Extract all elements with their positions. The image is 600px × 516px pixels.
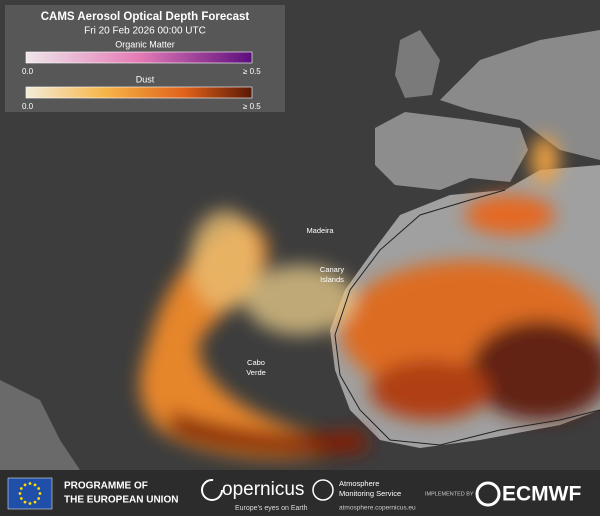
eu-star bbox=[33, 483, 37, 487]
title: CAMS Aerosol Optical Depth Forecast bbox=[41, 11, 250, 23]
colorbar-max: ≥ 0.5 bbox=[243, 102, 261, 111]
cams-url: atmosphere.copernicus.eu bbox=[339, 505, 416, 512]
britain bbox=[395, 30, 440, 98]
map: CAMS Aerosol Optical Depth Forecast Fri … bbox=[0, 0, 600, 470]
eu-star bbox=[28, 502, 32, 505]
eu-star bbox=[28, 482, 32, 485]
eu-star bbox=[38, 492, 42, 495]
eu-text: PROGRAMME OF bbox=[64, 481, 148, 492]
place-label: Canary bbox=[320, 265, 344, 274]
eu-star bbox=[18, 492, 22, 495]
eu-star bbox=[33, 500, 37, 504]
iberia bbox=[375, 112, 528, 190]
europe bbox=[440, 30, 600, 160]
colorbar-min: 0.0 bbox=[22, 102, 34, 111]
implemented-by: IMPLEMENTED BY bbox=[425, 491, 474, 497]
ecmwf-name: ECMWF bbox=[502, 483, 581, 506]
place-label: Cabo bbox=[247, 358, 265, 367]
legend-name: Organic Matter bbox=[115, 39, 175, 49]
cams-logo bbox=[312, 479, 334, 501]
colorbar bbox=[25, 86, 253, 99]
subtitle: Fri 20 Feb 2026 00:00 UTC bbox=[84, 26, 206, 37]
eu-stars bbox=[18, 482, 42, 505]
footer: PROGRAMME OF THE EUROPEAN UNION opernicu… bbox=[0, 470, 600, 516]
eu-star bbox=[19, 487, 23, 490]
eu-star bbox=[19, 497, 23, 500]
place-label: Islands bbox=[320, 275, 344, 284]
eu-star bbox=[23, 500, 27, 504]
eu-text: THE EUROPEAN UNION bbox=[64, 495, 178, 506]
eu-star bbox=[37, 487, 41, 490]
place-label: Madeira bbox=[306, 226, 334, 235]
place-label: Verde bbox=[246, 368, 266, 377]
copernicus-tagline: Europe's eyes on Earth bbox=[235, 505, 308, 512]
colorbar-min: 0.0 bbox=[22, 67, 34, 76]
dust-plume bbox=[140, 135, 600, 459]
cams-name: Atmosphere bbox=[339, 479, 379, 488]
eu-star bbox=[23, 483, 27, 487]
coastline bbox=[334, 189, 600, 446]
south-america bbox=[0, 380, 80, 470]
eu-star bbox=[37, 497, 41, 500]
copernicus-name: opernicus bbox=[222, 479, 304, 500]
copernicus-logo bbox=[201, 479, 223, 501]
legend-name: Dust bbox=[136, 74, 155, 84]
colorbar bbox=[25, 51, 253, 64]
ecmwf-logo bbox=[475, 481, 501, 507]
colorbar-max: ≥ 0.5 bbox=[243, 67, 261, 76]
cams-name: Monitoring Service bbox=[339, 489, 401, 498]
legend: Organic Matter 0.0 ≥ 0.5 Dust 0.0 ≥ 0.5 bbox=[22, 39, 261, 111]
